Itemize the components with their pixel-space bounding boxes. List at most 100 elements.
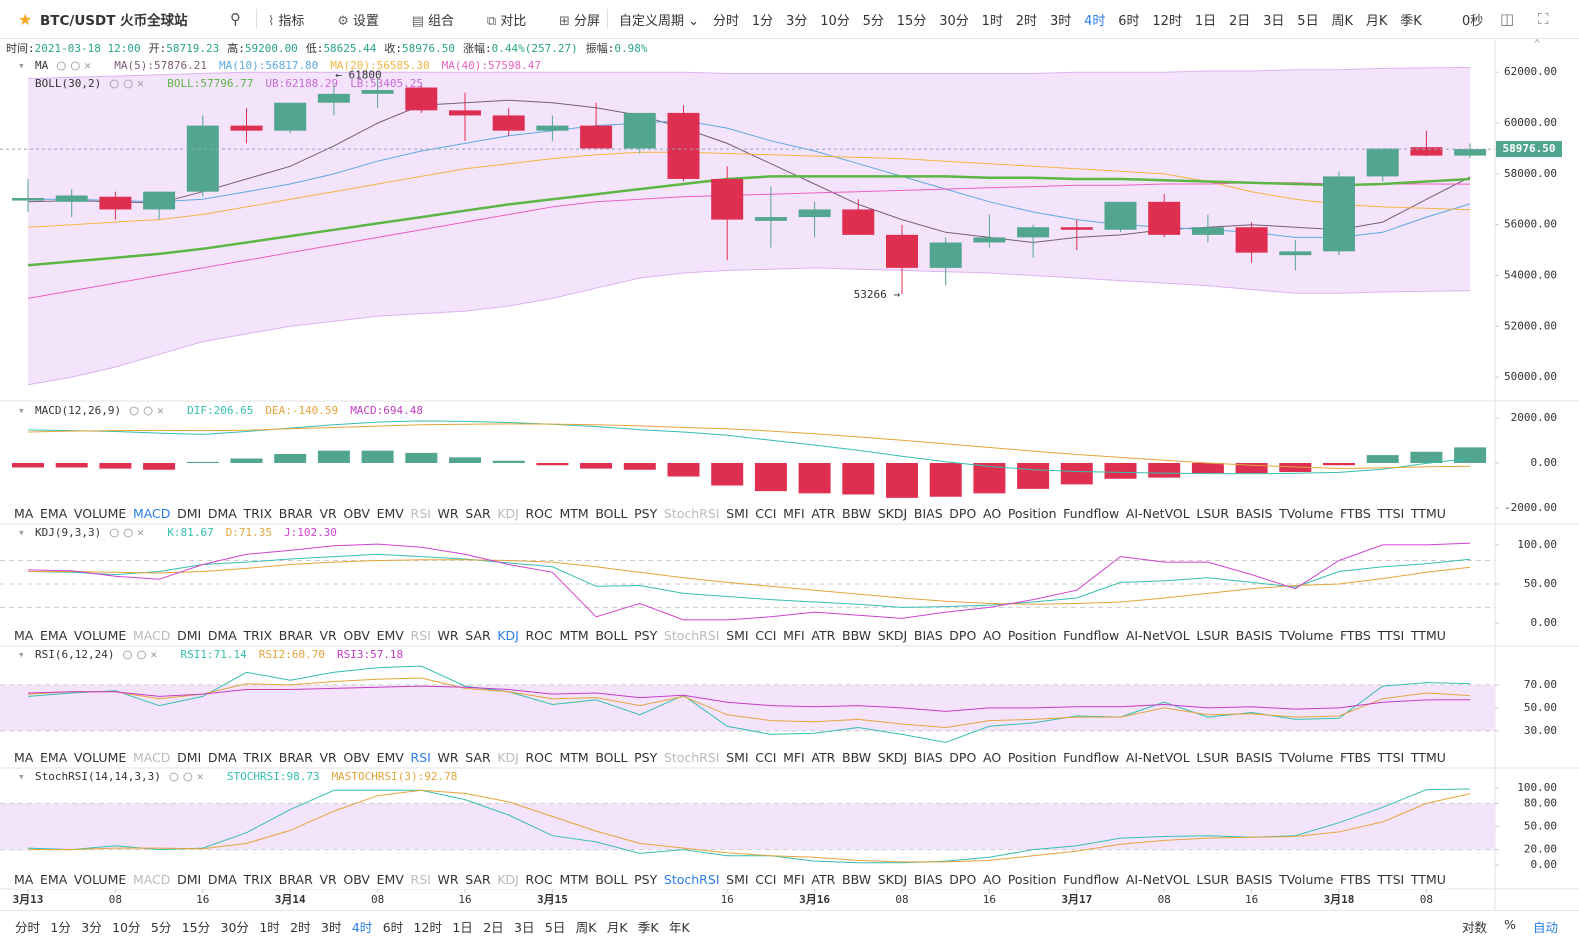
tab[interactable]: PSY — [634, 749, 658, 765]
tab[interactable]: VR — [319, 871, 337, 887]
tab[interactable]: EMV — [376, 505, 404, 521]
tab[interactable]: AO — [982, 505, 1002, 521]
tab[interactable]: BASIS — [1235, 627, 1273, 643]
tab[interactable]: CCI — [755, 749, 777, 765]
period[interactable]: 6时 — [382, 919, 404, 935]
tab[interactable]: FTBS — [1339, 627, 1371, 643]
tab[interactable]: DPO — [949, 627, 977, 643]
period[interactable]: 3时 — [321, 919, 342, 935]
tab[interactable]: AO — [982, 749, 1002, 765]
period[interactable]: 年K — [669, 919, 690, 935]
period[interactable]: 周K — [575, 919, 597, 935]
period[interactable]: 10分 — [112, 919, 141, 935]
tab[interactable]: TTMU — [1410, 627, 1446, 643]
tab[interactable]: MACD — [132, 871, 171, 887]
tab[interactable]: BASIS — [1235, 749, 1273, 765]
tab[interactable]: ROC — [525, 627, 553, 643]
tab[interactable]: Position — [1007, 871, 1057, 887]
tab[interactable]: SKDJ — [877, 871, 908, 887]
tab[interactable]: EMV — [376, 627, 404, 643]
tab[interactable]: PSY — [634, 871, 658, 887]
tab[interactable]: DPO — [949, 505, 977, 521]
tab[interactable]: TVolume — [1279, 627, 1334, 643]
tab[interactable]: FTBS — [1339, 505, 1371, 521]
tab[interactable]: TTSI — [1377, 749, 1405, 765]
tab[interactable]: BASIS — [1235, 871, 1273, 887]
tab[interactable]: SAR — [465, 627, 491, 643]
tab[interactable]: SKDJ — [877, 749, 908, 765]
tab[interactable]: MFI — [783, 627, 805, 643]
period[interactable]: 6时 — [1118, 13, 1140, 29]
tab[interactable]: MA — [14, 505, 34, 521]
tab[interactable]: MA — [14, 871, 34, 887]
tab[interactable]: CCI — [755, 871, 777, 887]
tab[interactable]: MA — [14, 627, 34, 643]
tab[interactable]: WR — [437, 505, 459, 521]
period[interactable]: 30分 — [939, 13, 969, 29]
tab[interactable]: MTM — [559, 749, 589, 765]
tab[interactable]: OBV — [343, 627, 370, 643]
tab[interactable]: MTM — [559, 627, 589, 643]
period[interactable]: 3日 — [1263, 13, 1285, 29]
tab[interactable]: TTMU — [1410, 749, 1446, 765]
tab[interactable]: MTM — [559, 871, 589, 887]
tab[interactable]: VOLUME — [73, 871, 127, 887]
tab[interactable]: BASIS — [1235, 505, 1273, 521]
tab[interactable]: WR — [437, 627, 459, 643]
period[interactable]: 4时 — [351, 919, 373, 935]
tab[interactable]: SKDJ — [877, 627, 908, 643]
period[interactable]: 5分 — [150, 919, 172, 935]
tab[interactable]: BRAR — [278, 627, 313, 643]
period[interactable]: 15分 — [896, 13, 927, 29]
tab[interactable]: TVolume — [1279, 749, 1334, 765]
tool-label[interactable]: 组合 — [428, 13, 455, 29]
tab[interactable]: BBW — [842, 871, 872, 887]
tab[interactable]: Position — [1007, 749, 1057, 765]
tab[interactable]: FTBS — [1339, 749, 1371, 765]
tab[interactable]: KDJ — [497, 627, 519, 643]
tool-label[interactable]: 设置 — [352, 13, 379, 29]
tab[interactable]: TVolume — [1279, 871, 1334, 887]
tab[interactable]: StochRSI — [663, 627, 720, 643]
period[interactable]: 12时 — [1152, 13, 1182, 29]
tab[interactable]: VOLUME — [73, 627, 127, 643]
tab[interactable]: StochRSI — [663, 871, 720, 887]
tab[interactable]: LSUR — [1196, 627, 1230, 643]
tab[interactable]: DPO — [949, 749, 977, 765]
tab[interactable]: TTMU — [1410, 505, 1446, 521]
tab[interactable]: TTSI — [1377, 871, 1405, 887]
tool[interactable]: ⌇ 指标 — [268, 10, 304, 29]
tab[interactable]: ATR — [811, 871, 836, 887]
tab[interactable]: MACD — [132, 505, 171, 521]
custom-period-label[interactable]: 自定义周期 — [619, 13, 685, 29]
tab[interactable]: ROC — [525, 749, 553, 765]
tab[interactable]: DMA — [207, 627, 237, 643]
tab[interactable]: TTSI — [1377, 627, 1405, 643]
tab[interactable]: EMV — [376, 871, 404, 887]
tab[interactable]: SAR — [465, 505, 491, 521]
tab[interactable]: BIAS — [913, 749, 943, 765]
tab[interactable]: OBV — [343, 505, 370, 521]
tab[interactable]: LSUR — [1196, 871, 1230, 887]
tab[interactable]: StochRSI — [663, 749, 720, 765]
period[interactable]: 30分 — [220, 919, 249, 935]
tab[interactable]: BRAR — [278, 505, 313, 521]
tool-label[interactable]: 指标 — [278, 13, 305, 29]
period[interactable]: 3分 — [786, 13, 808, 29]
tab[interactable]: SMI — [726, 871, 749, 887]
period[interactable]: 1日 — [452, 919, 473, 935]
tab[interactable]: TTMU — [1410, 871, 1446, 887]
symbol[interactable]: BTC/USDT 火币全球站 — [40, 13, 188, 29]
option[interactable]: % — [1504, 916, 1516, 932]
tab[interactable]: EMA — [40, 871, 68, 887]
period[interactable]: 5分 — [862, 13, 884, 29]
tab[interactable]: BIAS — [913, 871, 943, 887]
tab[interactable]: CCI — [755, 627, 777, 643]
tab[interactable]: AI-NetVOL — [1125, 627, 1190, 643]
tab[interactable]: CCI — [755, 505, 777, 521]
tab[interactable]: BBW — [842, 627, 872, 643]
tab[interactable]: MFI — [783, 505, 805, 521]
period[interactable]: 4时 — [1084, 13, 1106, 29]
tab[interactable]: ATR — [811, 749, 836, 765]
tab[interactable]: BIAS — [913, 627, 943, 643]
